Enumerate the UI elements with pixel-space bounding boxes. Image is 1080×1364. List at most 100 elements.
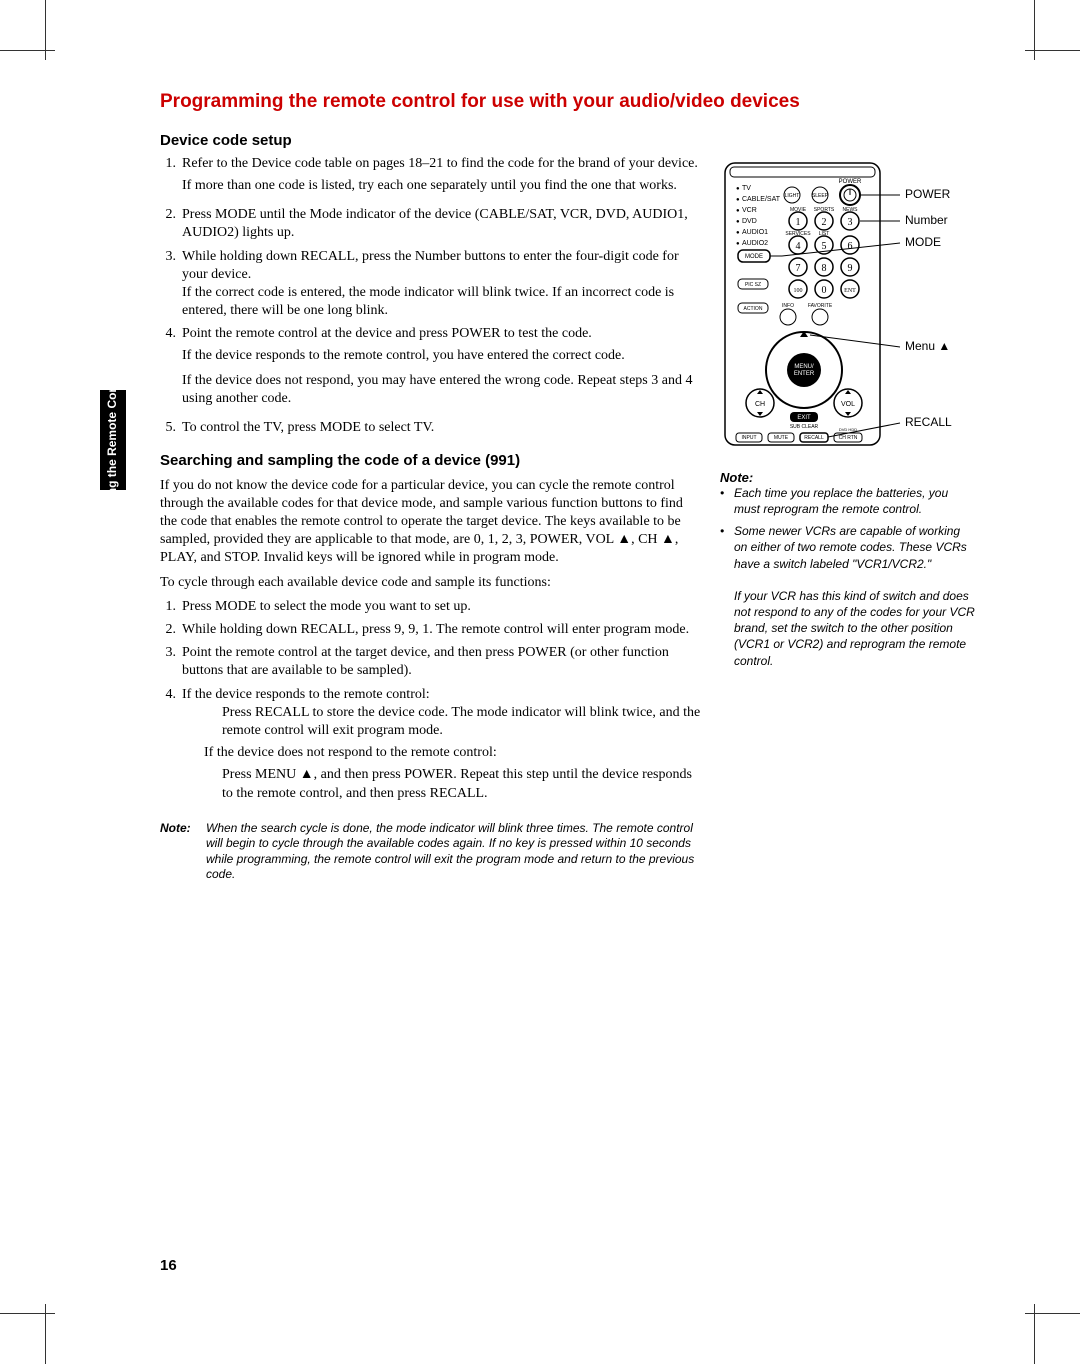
list-item: 2.Press MODE until the Mode indicator of…	[160, 206, 702, 242]
list-item: 4.Point the remote control at the device…	[160, 325, 702, 414]
svg-text:Menu ▲: Menu ▲	[905, 339, 950, 353]
svg-text:VOL: VOL	[841, 401, 855, 408]
note-block: Note: When the search cycle is done, the…	[160, 821, 702, 883]
intro-paragraph: If you do not know the device code for a…	[160, 477, 702, 568]
svg-text:POWER: POWER	[839, 179, 862, 185]
list-item: 4.If the device responds to the remote c…	[160, 686, 702, 807]
svg-text:3: 3	[848, 217, 853, 228]
svg-text:MODE: MODE	[905, 235, 941, 249]
svg-text:TV: TV	[742, 185, 751, 192]
item-text: Point the remote control at the target d…	[182, 644, 702, 680]
side-note-tail: If your VCR has this kind of switch and …	[734, 589, 975, 668]
bullet-icon: •	[720, 485, 734, 517]
item-text: To control the TV, press MODE to select …	[182, 419, 702, 437]
svg-text:4: 4	[796, 241, 801, 252]
svg-text:9: 9	[848, 263, 853, 274]
svg-text:MODE: MODE	[745, 254, 763, 260]
svg-text:INFO: INFO	[782, 303, 794, 309]
svg-text:LIGHT: LIGHT	[785, 193, 800, 199]
nested-body: Press MENU ▲, and then press POWER. Repe…	[222, 766, 702, 802]
svg-text:8: 8	[822, 263, 827, 274]
svg-text:●: ●	[736, 219, 740, 225]
nested-lead: If the device does not respond to the re…	[204, 744, 702, 762]
list-item: •Some newer VCRs are capable of working …	[720, 523, 975, 669]
svg-text:AUDIO2: AUDIO2	[742, 240, 768, 247]
nested-list: Press RECALL to store the device code. T…	[204, 704, 702, 803]
side-tab: Using the Remote Control	[100, 390, 126, 490]
svg-text:PIC SZ: PIC SZ	[745, 282, 761, 288]
list-item: •Each time you replace the batteries, yo…	[720, 485, 975, 517]
page-container: Using the Remote Control Programming the…	[100, 90, 975, 1274]
side-tab-label: Using the Remote Control	[106, 366, 120, 514]
item-number: 4.	[160, 325, 182, 414]
side-note-heading: Note:	[720, 470, 975, 485]
svg-text:●: ●	[736, 230, 740, 236]
item-number: 5.	[160, 419, 182, 437]
svg-text:MENU/: MENU/	[794, 364, 814, 370]
item-number: 2.	[160, 621, 182, 639]
device-code-list: 1.Refer to the Device code table on page…	[160, 155, 702, 437]
svg-text:0: 0	[822, 285, 827, 296]
item-text: While holding down RECALL, press the Num…	[182, 248, 702, 321]
bullet-text: Some newer VCRs are capable of working o…	[734, 524, 967, 570]
svg-text:2: 2	[822, 217, 827, 228]
svg-text:●: ●	[736, 197, 740, 203]
item-number: 1.	[160, 598, 182, 616]
note-label: Note:	[160, 821, 206, 883]
item-text: If the device responds to the remote con…	[182, 687, 430, 702]
svg-text:ENT: ENT	[844, 288, 856, 294]
list-item: 3.While holding down RECALL, press the N…	[160, 248, 702, 321]
item-number: 2.	[160, 206, 182, 242]
list-item: 1.Refer to the Device code table on page…	[160, 155, 702, 201]
section-heading-device-code: Device code setup	[160, 132, 975, 149]
item-text: Press MODE to select the mode you want t…	[182, 598, 702, 616]
item-number: 3.	[160, 248, 182, 321]
remote-diagram: ●TV ●CABLE/SAT ●VCR ●DVD ●AUDIO1 ●AUDIO2…	[720, 155, 975, 450]
svg-text:100: 100	[794, 288, 803, 294]
section-heading-searching: Searching and sampling the code of a dev…	[160, 451, 702, 471]
svg-text:INPUT: INPUT	[742, 435, 757, 441]
svg-text:●: ●	[736, 208, 740, 214]
bullet-text: Each time you replace the batteries, you…	[734, 485, 975, 517]
item-text: Refer to the Device code table on pages …	[182, 156, 698, 171]
list-item: 3.Point the remote control at the target…	[160, 644, 702, 680]
note-text: When the search cycle is done, the mode …	[206, 821, 702, 883]
side-note: Note: •Each time you replace the batteri…	[720, 470, 975, 669]
svg-text:MUTE: MUTE	[774, 435, 789, 441]
page-number: 16	[160, 1257, 177, 1274]
searching-list: 1.Press MODE to select the mode you want…	[160, 598, 702, 807]
svg-text:DVD HDD: DVD HDD	[839, 427, 857, 432]
svg-text:EXIT: EXIT	[797, 415, 811, 421]
svg-text:●: ●	[736, 186, 740, 192]
svg-text:1: 1	[796, 217, 801, 228]
svg-text:SUB CLEAR: SUB CLEAR	[790, 424, 819, 430]
content-row-1: 1.Refer to the Device code table on page…	[100, 155, 975, 883]
svg-text:5: 5	[822, 241, 827, 252]
item-text: Point the remote control at the device a…	[182, 326, 592, 341]
svg-text:CH: CH	[755, 401, 765, 408]
item-number: 1.	[160, 155, 182, 201]
page-title: Programming the remote control for use w…	[160, 90, 975, 114]
list-item: 2.While holding down RECALL, press 9, 9,…	[160, 621, 702, 639]
svg-text:VCR: VCR	[742, 207, 757, 214]
svg-text:SLEEP: SLEEP	[812, 193, 829, 199]
item-number: 4.	[160, 686, 182, 807]
item-sub: If the device does not respond, you may …	[182, 372, 702, 408]
left-column: 1.Refer to the Device code table on page…	[160, 155, 702, 883]
item-text: While holding down RECALL, press 9, 9, 1…	[182, 621, 702, 639]
svg-text:●: ●	[736, 241, 740, 247]
list-item: 5.To control the TV, press MODE to selec…	[160, 419, 702, 437]
item-sub: If more than one code is listed, try eac…	[182, 177, 702, 195]
svg-text:CABLE/SAT: CABLE/SAT	[742, 196, 781, 203]
svg-text:ACTION: ACTION	[744, 306, 763, 312]
bullet-icon: •	[720, 523, 734, 669]
lead-paragraph: To cycle through each available device c…	[160, 574, 702, 592]
item-text: Press MODE until the Mode indicator of t…	[182, 206, 702, 242]
svg-text:POWER: POWER	[905, 187, 951, 201]
svg-text:FAVORITE: FAVORITE	[808, 303, 833, 309]
svg-text:Number: Number	[905, 213, 948, 227]
svg-text:ENTER: ENTER	[794, 371, 815, 377]
svg-text:7: 7	[796, 263, 801, 274]
right-column: ●TV ●CABLE/SAT ●VCR ●DVD ●AUDIO1 ●AUDIO2…	[720, 155, 975, 883]
svg-text:RECALL: RECALL	[804, 435, 824, 441]
